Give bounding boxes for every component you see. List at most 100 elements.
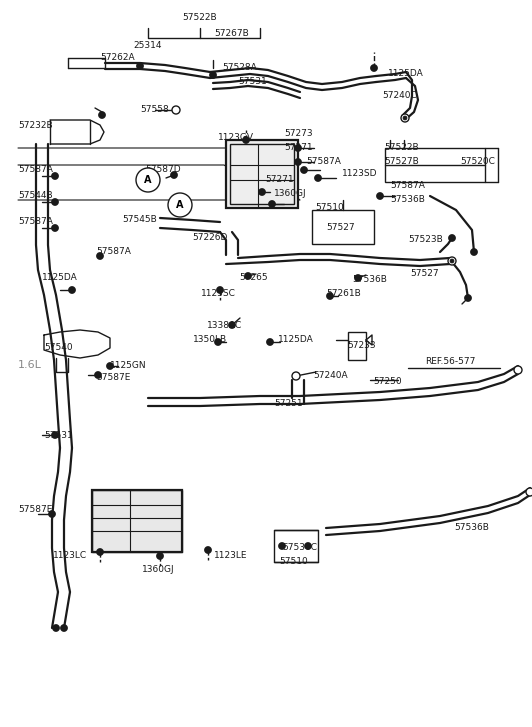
Circle shape xyxy=(96,548,104,555)
Circle shape xyxy=(448,235,455,241)
Bar xyxy=(92,490,182,552)
Text: 1125DA: 1125DA xyxy=(42,273,78,283)
Text: 57226D: 57226D xyxy=(192,233,227,241)
Text: A: A xyxy=(144,175,152,185)
Text: REF.56-577: REF.56-577 xyxy=(425,358,475,366)
Circle shape xyxy=(301,166,307,174)
Text: 57536C: 57536C xyxy=(282,544,318,553)
Text: 57587E: 57587E xyxy=(18,505,52,515)
Text: 1123SD: 1123SD xyxy=(342,169,378,179)
Text: 57587D: 57587D xyxy=(145,166,181,174)
Circle shape xyxy=(48,510,55,518)
Text: 57531: 57531 xyxy=(44,432,73,441)
Bar xyxy=(230,144,294,204)
Bar xyxy=(348,332,366,360)
Text: 1123LC: 1123LC xyxy=(53,552,87,561)
Circle shape xyxy=(106,363,113,369)
Circle shape xyxy=(259,188,265,196)
Text: 57587E: 57587E xyxy=(96,374,130,382)
Text: 57522B: 57522B xyxy=(384,143,419,153)
Text: 1338AC: 1338AC xyxy=(207,321,243,329)
Text: 57271: 57271 xyxy=(284,143,313,153)
Circle shape xyxy=(52,225,59,231)
Circle shape xyxy=(217,286,223,294)
Circle shape xyxy=(514,366,522,374)
Text: 1350LB: 1350LB xyxy=(193,335,227,345)
Text: A: A xyxy=(176,200,184,210)
Text: 57520C: 57520C xyxy=(460,158,495,166)
Circle shape xyxy=(61,624,68,632)
Text: 57587A: 57587A xyxy=(96,247,131,257)
Circle shape xyxy=(354,275,362,281)
Bar xyxy=(385,148,485,182)
Bar xyxy=(274,530,318,562)
Circle shape xyxy=(267,339,273,345)
Circle shape xyxy=(137,63,144,70)
Text: 57523B: 57523B xyxy=(408,236,443,244)
Bar xyxy=(92,490,182,552)
Circle shape xyxy=(403,116,407,120)
Text: 57536B: 57536B xyxy=(352,276,387,284)
Text: 57545B: 57545B xyxy=(122,215,157,225)
Circle shape xyxy=(172,106,180,114)
Text: 57232B: 57232B xyxy=(18,121,53,129)
Circle shape xyxy=(52,198,59,206)
Text: 1360GJ: 1360GJ xyxy=(142,566,174,574)
Circle shape xyxy=(95,371,102,379)
Text: 57273: 57273 xyxy=(284,129,313,139)
Text: 25314: 25314 xyxy=(134,41,162,49)
Circle shape xyxy=(269,201,276,207)
Circle shape xyxy=(170,172,178,179)
Text: 57522B: 57522B xyxy=(182,14,217,23)
Circle shape xyxy=(136,168,160,192)
Circle shape xyxy=(245,273,252,279)
Circle shape xyxy=(229,321,236,329)
Text: 1123SC: 1123SC xyxy=(201,289,236,299)
Text: 57587A: 57587A xyxy=(390,182,425,190)
Circle shape xyxy=(52,172,59,180)
Text: 57261B: 57261B xyxy=(326,289,361,299)
Circle shape xyxy=(168,193,192,217)
Text: 57544B: 57544B xyxy=(18,191,53,201)
Circle shape xyxy=(156,553,163,560)
Circle shape xyxy=(295,158,302,166)
Circle shape xyxy=(377,193,384,199)
Text: 57250: 57250 xyxy=(373,377,402,387)
Text: 57540: 57540 xyxy=(44,343,73,353)
Circle shape xyxy=(278,542,286,550)
Text: 57587A: 57587A xyxy=(306,158,341,166)
Text: 57531: 57531 xyxy=(239,78,268,87)
Text: 57587A: 57587A xyxy=(18,217,53,227)
Text: 57587A: 57587A xyxy=(18,166,53,174)
Circle shape xyxy=(450,259,454,263)
Text: 57558: 57558 xyxy=(140,105,169,114)
Circle shape xyxy=(214,339,221,345)
Circle shape xyxy=(52,432,59,438)
Text: 57527B: 57527B xyxy=(384,158,419,166)
Circle shape xyxy=(314,174,321,182)
Circle shape xyxy=(53,624,60,632)
Text: 1123LE: 1123LE xyxy=(214,552,247,561)
Bar xyxy=(312,210,374,244)
Text: 1125GN: 1125GN xyxy=(110,361,147,369)
Text: 57240C: 57240C xyxy=(382,92,417,100)
Circle shape xyxy=(448,257,456,265)
Circle shape xyxy=(96,252,104,260)
Text: 57536B: 57536B xyxy=(390,195,425,204)
Text: 57240A: 57240A xyxy=(313,371,347,379)
Text: 57233: 57233 xyxy=(348,342,376,350)
Text: 57527: 57527 xyxy=(410,270,438,278)
Text: 57510: 57510 xyxy=(315,204,344,212)
Circle shape xyxy=(210,71,217,79)
Circle shape xyxy=(470,249,478,255)
Text: 1360GJ: 1360GJ xyxy=(274,188,306,198)
Circle shape xyxy=(327,292,334,300)
Circle shape xyxy=(304,542,312,550)
Text: 57251: 57251 xyxy=(274,400,303,409)
Text: 57510: 57510 xyxy=(280,558,309,566)
Text: 57536B: 57536B xyxy=(454,523,489,532)
Circle shape xyxy=(526,488,532,496)
Circle shape xyxy=(295,145,302,151)
Text: 57262A: 57262A xyxy=(101,54,135,63)
Circle shape xyxy=(464,294,471,302)
